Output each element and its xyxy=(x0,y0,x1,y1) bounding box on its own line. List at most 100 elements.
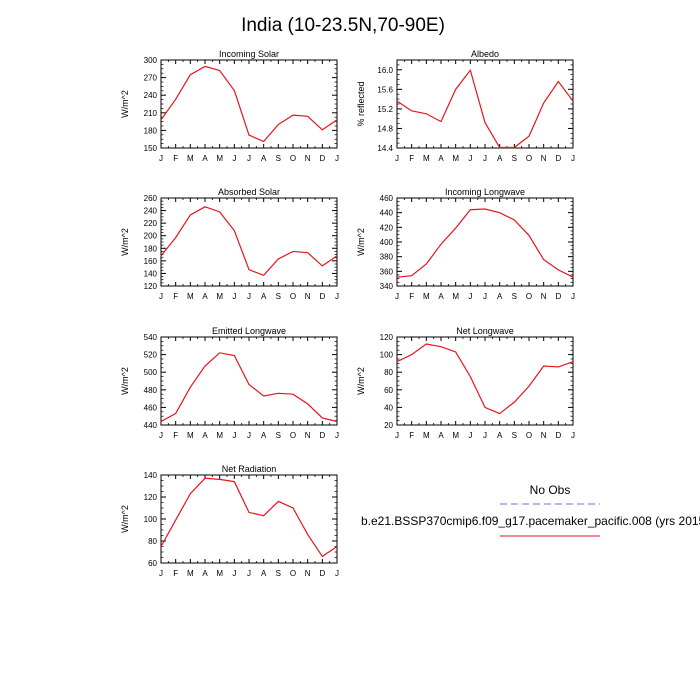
x-tick-label: A xyxy=(497,154,503,163)
x-tick-label: J xyxy=(335,154,339,163)
x-tick-label: J xyxy=(247,431,251,440)
x-tick-label: S xyxy=(276,569,281,578)
x-tick-label: O xyxy=(290,154,296,163)
x-tick-label: A xyxy=(261,569,267,578)
y-tick-label: 380 xyxy=(380,253,394,262)
legend-label-model: b.e21.BSSP370cmip6.f09_g17.pacemaker_pac… xyxy=(361,514,700,528)
x-tick-label: F xyxy=(409,154,414,163)
x-tick-label: N xyxy=(541,154,547,163)
y-tick-label: 150 xyxy=(144,144,158,153)
x-tick-label: J xyxy=(483,292,487,301)
x-tick-label: J xyxy=(395,154,399,163)
panel-title: Net Radiation xyxy=(222,464,277,474)
series-line xyxy=(396,208,574,278)
x-tick-label: A xyxy=(202,154,208,163)
y-axis-label: W/m^2 xyxy=(120,505,130,533)
x-tick-label: N xyxy=(305,569,311,578)
figure-title: India (10-23.5N,70-90E) xyxy=(241,15,445,36)
x-tick-label: J xyxy=(232,431,236,440)
y-tick-label: 14.4 xyxy=(377,144,393,153)
x-tick-label: A xyxy=(202,292,208,301)
y-tick-label: 120 xyxy=(144,282,158,291)
panel-title: Net Longwave xyxy=(456,326,514,336)
x-tick-label: A xyxy=(261,154,267,163)
x-tick-label: M xyxy=(452,292,459,301)
plot-frame xyxy=(160,474,338,564)
y-tick-label: 14.8 xyxy=(377,124,393,133)
plot-frame xyxy=(396,59,574,149)
x-tick-label: A xyxy=(202,431,208,440)
y-tick-label: 60 xyxy=(148,559,157,568)
series-line xyxy=(396,343,574,415)
x-tick-label: J xyxy=(335,292,339,301)
x-tick-label: D xyxy=(319,292,325,301)
y-tick-label: 240 xyxy=(144,91,158,100)
y-tick-label: 210 xyxy=(144,109,158,118)
x-tick-label: M xyxy=(423,431,430,440)
panel-title: Albedo xyxy=(471,49,499,59)
y-axis-label: W/m^2 xyxy=(120,228,130,256)
y-tick-label: 520 xyxy=(144,351,158,360)
x-tick-label: N xyxy=(305,292,311,301)
y-tick-label: 120 xyxy=(380,333,394,342)
plot-frame xyxy=(396,197,574,287)
x-tick-label: M xyxy=(216,431,223,440)
x-tick-label: J xyxy=(483,431,487,440)
y-tick-label: 460 xyxy=(380,194,394,203)
series-line xyxy=(160,477,338,558)
x-tick-label: M xyxy=(216,569,223,578)
x-tick-label: F xyxy=(173,292,178,301)
y-tick-label: 340 xyxy=(380,282,394,291)
y-axis-label: W/m^2 xyxy=(356,367,366,395)
series-line xyxy=(396,68,574,149)
x-tick-label: S xyxy=(512,154,517,163)
x-tick-label: J xyxy=(571,154,575,163)
y-tick-label: 80 xyxy=(384,368,393,377)
x-tick-label: J xyxy=(571,292,575,301)
y-tick-label: 220 xyxy=(144,219,158,228)
y-tick-label: 140 xyxy=(144,471,158,480)
y-tick-label: 15.2 xyxy=(377,105,393,114)
x-tick-label: F xyxy=(409,431,414,440)
series-line xyxy=(160,206,338,277)
x-tick-label: S xyxy=(276,154,281,163)
x-tick-label: S xyxy=(276,431,281,440)
x-tick-label: A xyxy=(497,431,503,440)
y-tick-label: 120 xyxy=(144,493,158,502)
y-tick-label: 180 xyxy=(144,244,158,253)
y-tick-label: 260 xyxy=(144,194,158,203)
x-tick-label: J xyxy=(232,154,236,163)
x-tick-label: J xyxy=(159,431,163,440)
x-tick-label: A xyxy=(438,154,444,163)
legend: No Obs b.e21.BSSP370cmip6.f09_g17.pacemak… xyxy=(361,483,700,537)
panel-title: Absorbed Solar xyxy=(218,187,280,197)
x-tick-label: O xyxy=(526,292,532,301)
x-tick-label: J xyxy=(468,292,472,301)
x-tick-label: J xyxy=(395,431,399,440)
plot-frame xyxy=(160,197,338,287)
x-tick-label: M xyxy=(187,154,194,163)
x-tick-label: S xyxy=(512,292,517,301)
y-axis-label: W/m^2 xyxy=(120,367,130,395)
y-tick-label: 80 xyxy=(148,537,157,546)
y-tick-label: 40 xyxy=(384,403,393,412)
x-tick-label: M xyxy=(187,292,194,301)
x-tick-label: F xyxy=(409,292,414,301)
plot-frame xyxy=(396,336,574,426)
y-tick-label: 440 xyxy=(144,421,158,430)
y-tick-label: 460 xyxy=(144,403,158,412)
y-tick-label: 270 xyxy=(144,74,158,83)
y-tick-label: 16.0 xyxy=(377,66,393,75)
y-tick-label: 400 xyxy=(380,238,394,247)
x-tick-label: J xyxy=(335,569,339,578)
x-tick-label: N xyxy=(541,292,547,301)
y-tick-label: 480 xyxy=(144,386,158,395)
x-tick-label: F xyxy=(173,569,178,578)
x-tick-label: O xyxy=(290,292,296,301)
